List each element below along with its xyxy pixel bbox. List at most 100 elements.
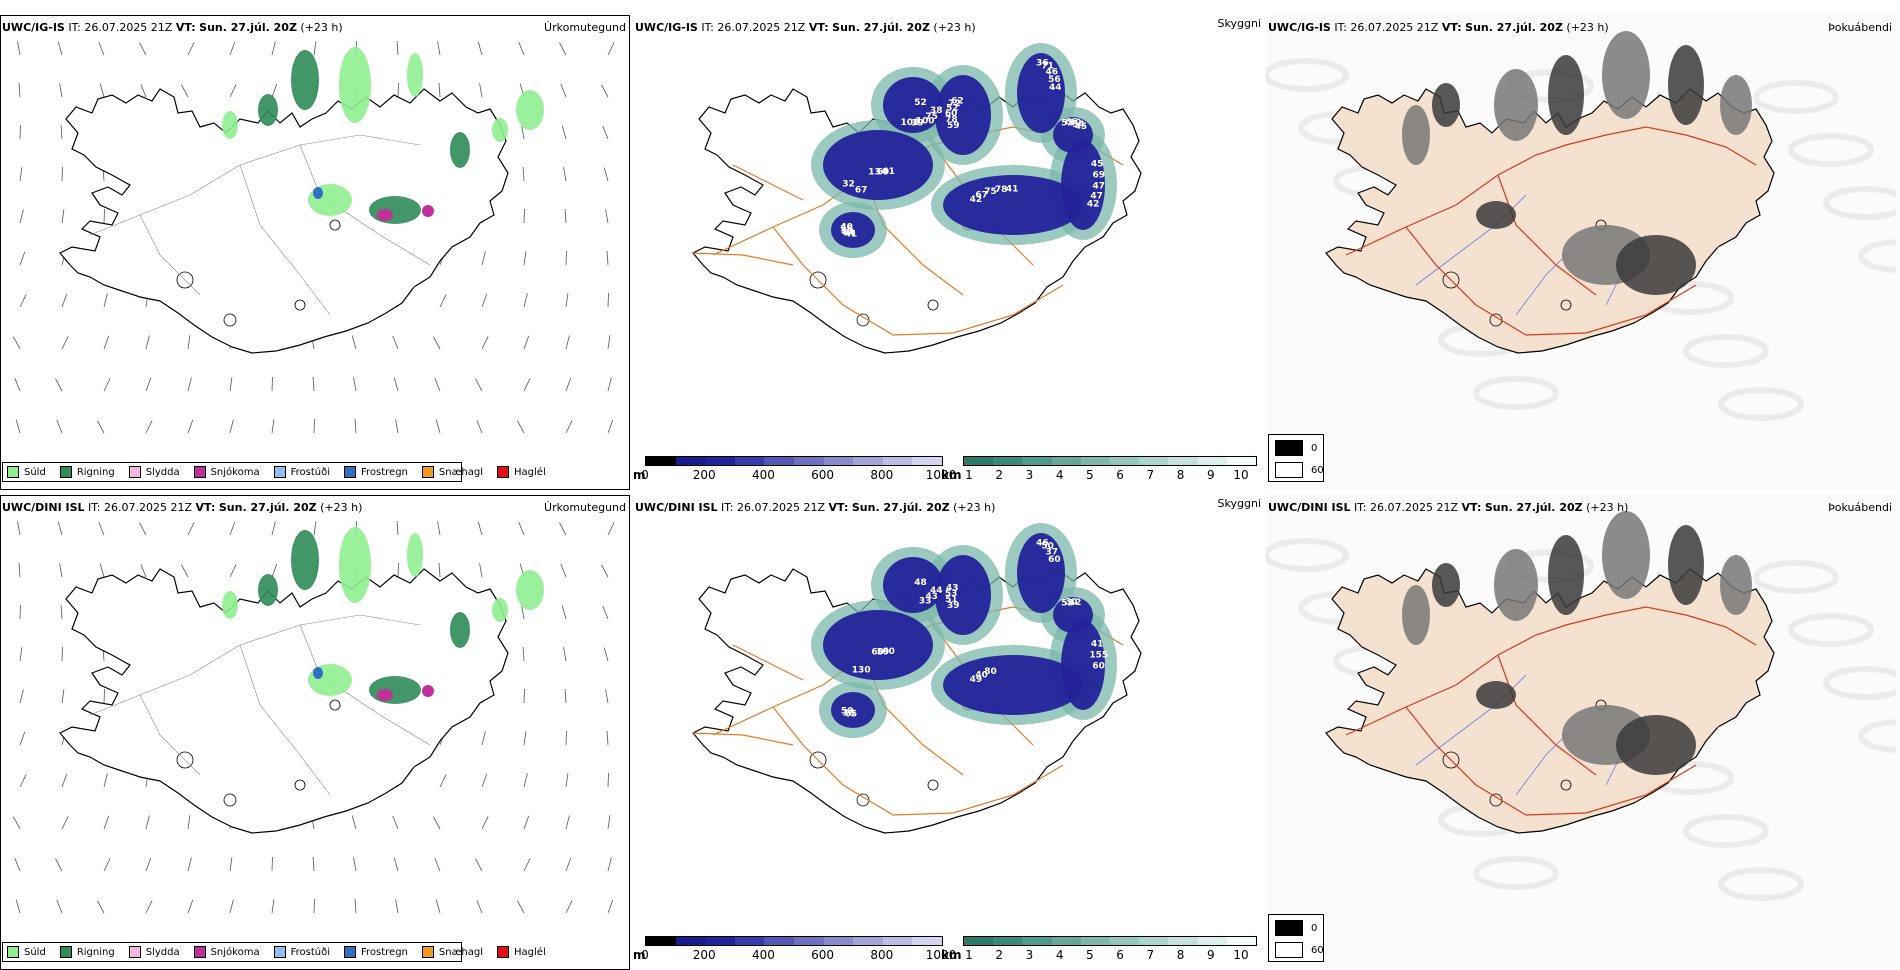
legend-label: Haglél (514, 467, 546, 478)
fog-panel-dini: UWC/DINI ISL IT: 26.07.2025 21Z VT: Sun.… (1266, 495, 1896, 970)
legend-swatch (497, 946, 509, 958)
colorbar (963, 456, 1257, 466)
init-time: 26.07.2025 21Z (1350, 21, 1438, 34)
valid-time: Sun. 27.júl. 20Z (1465, 21, 1563, 34)
colorbar-bin (764, 457, 794, 465)
cloud-base-label: 47 (1092, 182, 1105, 192)
colorbar-tick: 7 (1147, 948, 1155, 962)
panel-title: UWC/IG-IS IT: 26.07.2025 21Z VT: Sun. 27… (1268, 21, 1609, 34)
legend-item: Súld (7, 946, 46, 958)
legend-label: 60 (1311, 465, 1324, 476)
cloud-base-label: 52 (914, 98, 927, 108)
field-name: Þokuábendi (1828, 21, 1892, 34)
cloud-base-label: 69 (1093, 171, 1106, 181)
valid-time-prefix: VT: (1442, 21, 1462, 34)
colorbar-tick: 8 (1177, 948, 1185, 962)
legend-label: Slydda (146, 947, 180, 958)
colorbar-bin (764, 937, 794, 945)
colorbar-bin (1022, 937, 1051, 945)
legend-item: Slydda (129, 946, 180, 958)
colorbar-unit: km (941, 948, 961, 962)
colorbar (963, 936, 1257, 946)
fog-panel-igis: UWC/IG-IS IT: 26.07.2025 21Z VT: Sun. 27… (1266, 15, 1896, 490)
colorbar-bin (993, 937, 1022, 945)
legend-label: Rigning (77, 947, 115, 958)
cloud-base-label: 108 (901, 118, 920, 128)
colorbar-tick: 400 (752, 468, 775, 482)
model-name: UWC/DINI ISL (1268, 501, 1351, 514)
colorbar-tick: 9 (1207, 948, 1215, 962)
init-time: 26.07.2025 21Z (104, 501, 192, 514)
colorbar (645, 936, 943, 946)
legend-label: Rigning (77, 467, 115, 478)
colorbar-tick: 0 (641, 948, 649, 962)
colorbar-tick: 600 (811, 948, 834, 962)
valid-time-prefix: VT: (829, 501, 849, 514)
panel-title: UWC/DINI ISL IT: 26.07.2025 21Z VT: Sun.… (2, 501, 362, 514)
colorbar-tick: 800 (870, 948, 893, 962)
colorbar-bin (883, 457, 913, 465)
colorbar-tick: 10 (1233, 948, 1248, 962)
legend-item: Haglél (497, 946, 546, 958)
colorbar-bin (1081, 457, 1110, 465)
colorbar-bin (1198, 457, 1227, 465)
legend-swatch (497, 466, 509, 478)
colorbar-bin (1168, 457, 1197, 465)
colorbar-bin (824, 937, 854, 945)
colorbar-tick: 3 (1026, 468, 1034, 482)
legend-label: Snjókoma (211, 947, 260, 958)
legend-label: Frostúði (291, 467, 330, 478)
valid-time: Sun. 27.júl. 20Z (852, 501, 950, 514)
legend-swatch (60, 946, 72, 958)
cloud-base-label: 32 (842, 180, 855, 190)
legend-label: 0 (1311, 923, 1317, 934)
colorbar-tick: 6 (1116, 468, 1124, 482)
legend-label: Snjókoma (211, 467, 260, 478)
legend-item: Rigning (60, 946, 115, 958)
cloud-base-label: 62 (951, 96, 964, 106)
init-time: 26.07.2025 21Z (737, 501, 825, 514)
colorbar-tick: 4 (1056, 468, 1064, 482)
field-name: Úrkomutegund (544, 21, 626, 34)
init-time-prefix: IT: (68, 21, 80, 34)
cloud-base-label: 155 (1089, 651, 1108, 661)
colorbar-tick: 5 (1086, 948, 1094, 962)
colorbar-unit: km (941, 468, 961, 482)
colorbar-bin (912, 457, 942, 465)
valid-time: Sun. 27.júl. 20Z (832, 21, 930, 34)
legend-item: Súld (7, 466, 46, 478)
colorbar-tick: 10 (1233, 468, 1248, 482)
field-name: Skyggni (1218, 497, 1261, 510)
colorbar-bin (993, 457, 1022, 465)
colorbar-bin (705, 937, 735, 945)
cloud-base-label: 41 (1006, 185, 1019, 195)
init-time: 26.07.2025 21Z (84, 21, 172, 34)
colorbar-bin (912, 937, 942, 945)
colorbar-bin (853, 937, 883, 945)
legend-swatch (1275, 462, 1303, 478)
lead-time: (+23 h) (933, 21, 975, 34)
colorbar-tick: 7 (1147, 468, 1155, 482)
legend-label: Slydda (146, 467, 180, 478)
cloud-base-label: 48 (914, 578, 927, 588)
model-name: UWC/DINI ISL (2, 501, 85, 514)
cloud-base-label: 50 (841, 707, 854, 717)
map-canvas (0, 495, 630, 970)
legend-swatch (274, 466, 286, 478)
legend-label: Snæhagl (439, 467, 483, 478)
colorbar-bin (1081, 937, 1110, 945)
colorbar-tick: 800 (870, 468, 893, 482)
colorbar-tick: 8 (1177, 468, 1185, 482)
cloud-base-label: 60 (1092, 662, 1105, 672)
legend-swatch (1275, 942, 1303, 958)
legend-swatch (1275, 440, 1303, 456)
colorbar-bin (964, 937, 993, 945)
colorbar-bin (1168, 937, 1197, 945)
